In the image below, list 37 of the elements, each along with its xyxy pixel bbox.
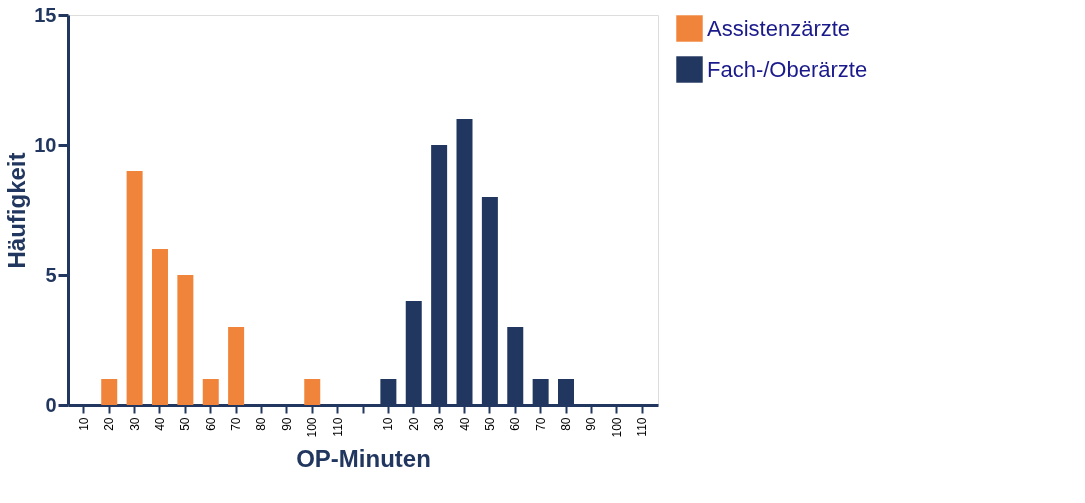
y-tick-label: 5 <box>45 263 57 286</box>
y-tick-label: 0 <box>45 393 57 416</box>
x-tick-label: 70 <box>229 417 244 431</box>
y-axis-title: Häufigkeit <box>3 152 31 269</box>
legend-label: Fach-/Oberärzte <box>707 56 868 82</box>
x-tick-label: 40 <box>457 417 472 431</box>
x-tick-label: 80 <box>559 417 574 431</box>
x-tick-label: 110 <box>635 417 650 437</box>
x-tick-label: 20 <box>406 417 421 431</box>
x-tick-label: 110 <box>330 417 345 437</box>
x-tick-label: 70 <box>533 417 548 431</box>
x-tick-label: 90 <box>584 417 599 431</box>
x-tick-label: 50 <box>482 417 497 431</box>
bar <box>177 275 194 405</box>
bar <box>228 327 245 405</box>
x-tick-label: 10 <box>381 417 396 431</box>
x-tick-label: 30 <box>432 417 447 431</box>
x-tick-label: 60 <box>203 417 218 431</box>
legend-label: Assistenzärzte <box>707 15 851 41</box>
x-tick-label: 10 <box>76 417 91 431</box>
x-tick-label: 60 <box>508 417 523 431</box>
y-tick-label: 10 <box>34 133 57 156</box>
x-tick-label: 100 <box>305 417 320 438</box>
x-tick-label: 20 <box>102 417 117 431</box>
bar <box>101 379 118 405</box>
x-tick-label: 90 <box>279 417 294 431</box>
x-tick-label: 80 <box>254 417 269 431</box>
bar <box>151 249 168 405</box>
bar <box>202 379 219 405</box>
x-tick-label: 40 <box>152 417 167 431</box>
x-tick-label: 30 <box>127 417 142 431</box>
y-tick-label: 15 <box>34 3 57 26</box>
x-tick-label: 100 <box>609 417 624 438</box>
x-tick-label: 50 <box>178 417 193 431</box>
bar <box>126 171 143 405</box>
x-axis-title: OP-Minuten <box>296 444 431 472</box>
bar <box>304 379 321 405</box>
